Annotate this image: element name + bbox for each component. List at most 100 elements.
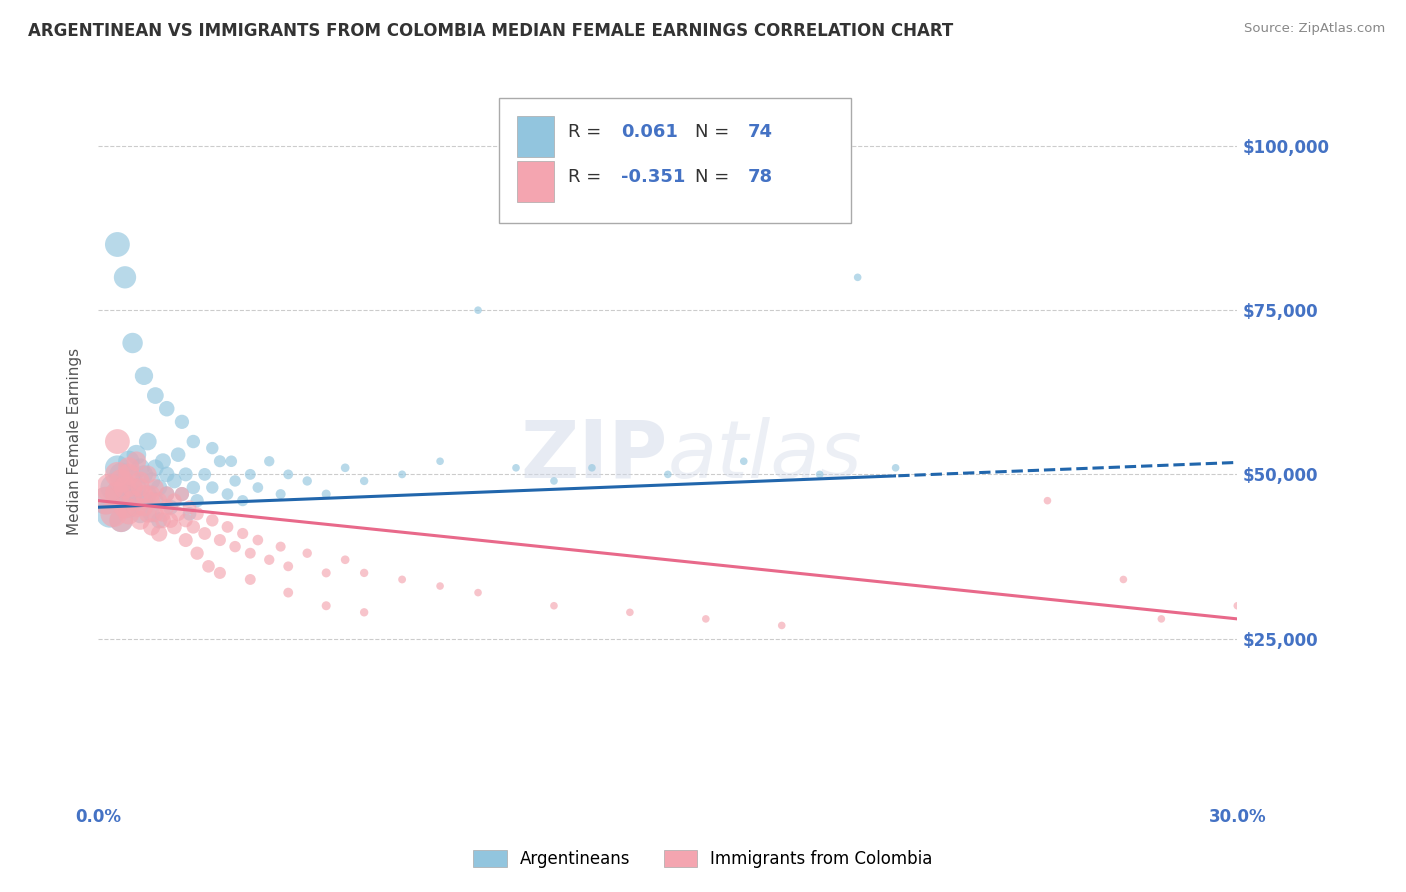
Text: 0.061: 0.061 [621, 123, 678, 141]
Point [107, 467, 129, 482]
Point [353, 605, 375, 619]
Point [808, 467, 831, 482]
Point [136, 487, 159, 501]
Point [103, 507, 125, 521]
Text: -0.351: -0.351 [621, 168, 686, 186]
Point [156, 467, 179, 482]
Point [695, 612, 717, 626]
Point [232, 493, 254, 508]
Point [107, 237, 129, 252]
Point [114, 493, 136, 508]
Point [239, 573, 262, 587]
Point [125, 448, 148, 462]
Point [110, 474, 132, 488]
Point [208, 454, 231, 468]
Point [259, 454, 281, 468]
Point [148, 481, 170, 495]
Point [1036, 493, 1059, 508]
Point [277, 467, 299, 482]
Text: atlas: atlas [668, 417, 863, 495]
Point [141, 507, 163, 521]
Point [232, 526, 254, 541]
Point [118, 454, 141, 468]
Point [148, 513, 170, 527]
Point [353, 566, 375, 580]
Point [107, 460, 129, 475]
Point [429, 579, 451, 593]
Point [107, 487, 129, 501]
Point [98, 507, 121, 521]
Point [581, 460, 603, 475]
Point [129, 474, 152, 488]
Point [129, 481, 152, 495]
Point [197, 559, 219, 574]
Point [239, 546, 262, 560]
Point [297, 474, 319, 488]
Point [114, 500, 136, 515]
Point [114, 481, 136, 495]
Text: 74: 74 [748, 123, 773, 141]
Point [179, 507, 201, 521]
Point [657, 467, 679, 482]
Point [110, 467, 132, 482]
Point [141, 493, 163, 508]
Point [174, 513, 197, 527]
Point [217, 487, 239, 501]
Point [391, 573, 413, 587]
Point [163, 520, 186, 534]
Point [132, 500, 155, 515]
Point [270, 487, 292, 501]
Point [167, 507, 190, 521]
Point [114, 270, 136, 285]
Point [121, 481, 143, 495]
Point [121, 487, 143, 501]
Point [125, 454, 148, 468]
Point [194, 467, 217, 482]
Point [145, 481, 167, 495]
Point [174, 533, 197, 547]
Point [186, 546, 208, 560]
Point [163, 493, 186, 508]
Point [770, 618, 793, 632]
Point [170, 487, 193, 501]
Point [132, 493, 155, 508]
Point [315, 599, 337, 613]
Legend: Argentineans, Immigrants from Colombia: Argentineans, Immigrants from Colombia [467, 843, 939, 875]
Point [103, 481, 125, 495]
Point [1150, 612, 1173, 626]
Point [129, 507, 152, 521]
Point [733, 454, 755, 468]
Point [145, 507, 167, 521]
Point [201, 513, 224, 527]
Text: R =: R = [568, 168, 607, 186]
Point [118, 460, 141, 475]
Point [152, 513, 174, 527]
Point [353, 474, 375, 488]
Point [467, 585, 489, 599]
Point [118, 467, 141, 482]
Point [129, 460, 152, 475]
Point [1226, 599, 1249, 613]
Point [121, 336, 143, 351]
Point [315, 487, 337, 501]
Point [148, 493, 170, 508]
Point [208, 533, 231, 547]
Text: N =: N = [695, 123, 734, 141]
Point [543, 599, 565, 613]
Point [125, 481, 148, 495]
Point [141, 487, 163, 501]
Point [467, 303, 489, 318]
Point [183, 520, 205, 534]
Text: ZIP: ZIP [520, 417, 668, 495]
Point [145, 460, 167, 475]
Point [186, 493, 208, 508]
Text: N =: N = [695, 168, 734, 186]
Point [270, 540, 292, 554]
Point [94, 493, 117, 508]
Point [186, 507, 208, 521]
Point [132, 368, 155, 383]
Point [156, 500, 179, 515]
Point [217, 520, 239, 534]
Point [125, 500, 148, 515]
Point [110, 513, 132, 527]
